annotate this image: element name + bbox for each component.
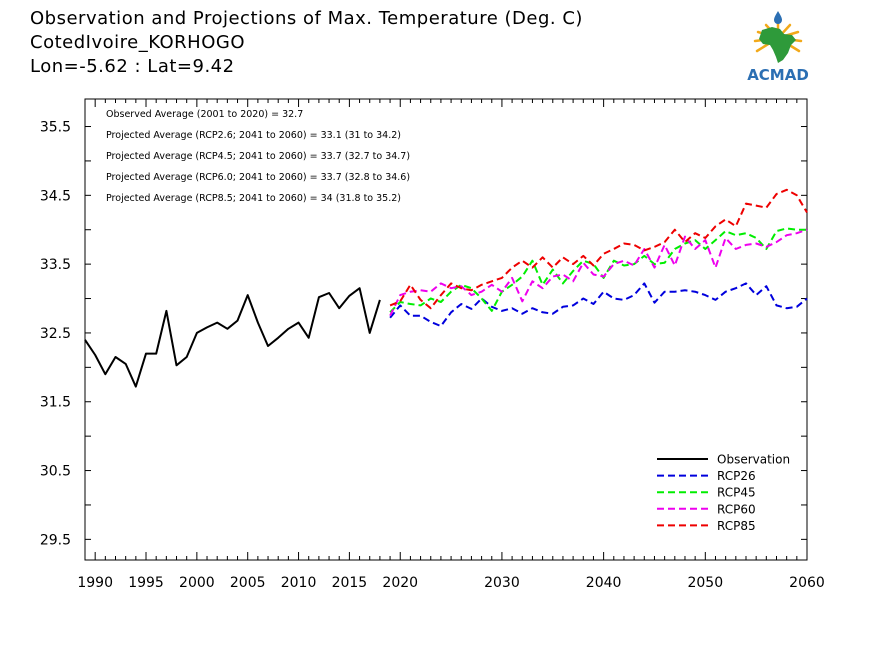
series-line-rcp45: [389, 227, 807, 314]
station-coordinates: Lon=-5.62 : Lat=9.42: [30, 56, 235, 77]
x-tick-label: 1995: [128, 575, 164, 591]
plot-frame: [84, 98, 808, 561]
legend-label-rcp26: RCP26: [717, 469, 756, 483]
y-tick-label: 32.5: [40, 326, 71, 342]
chart-title: Observation and Projections of Max. Temp…: [30, 8, 583, 29]
annotation-line: Projected Average (RCP6.0; 2041 to 2060)…: [106, 172, 410, 183]
annotations: Observed Average (2001 to 2020) = 32.7 Pr…: [106, 109, 410, 204]
legend-label-observation: Observation: [717, 453, 790, 467]
y-tick-label: 34.5: [40, 188, 71, 204]
x-tick-label: 2040: [586, 575, 622, 591]
x-tick-label: 2020: [382, 575, 418, 591]
legend-label-rcp60: RCP60: [717, 502, 756, 516]
x-tick-label: 2015: [332, 575, 368, 591]
y-tick-label: 29.5: [40, 532, 71, 548]
logo-text: ACMAD: [747, 66, 809, 84]
x-tick-label: 2050: [687, 575, 723, 591]
annotation-line: Projected Average (RCP4.5; 2041 to 2060)…: [106, 151, 410, 162]
x-tick-label: 2030: [484, 575, 520, 591]
x-tick-label: 1990: [77, 575, 113, 591]
x-tick-label: 2005: [230, 575, 266, 591]
y-tick-label: 31.5: [40, 395, 71, 411]
series-line-rcp85: [389, 188, 808, 310]
series-line-rcp60: [389, 228, 808, 317]
y-tick-label: 30.5: [40, 464, 71, 480]
annotation-line: Projected Average (RCP2.6; 2041 to 2060)…: [106, 130, 401, 141]
legend-label-rcp45: RCP45: [717, 486, 756, 500]
y-tick-label: 35.5: [40, 120, 71, 136]
x-tick-label: 2060: [789, 575, 825, 591]
series-line-rcp26: [389, 282, 808, 328]
annotation-line: Observed Average (2001 to 2020) = 32.7: [106, 109, 303, 120]
series-layer: [84, 188, 808, 388]
x-axis: 1990 1995 2000 2005 2010 2015 2020 2030 2040 2050…: [77, 99, 825, 591]
series-line-observation: [84, 287, 381, 388]
plot-border: [84, 98, 808, 561]
y-axis: 29.5 30.5 31.5 32.5 33.5 34.5 35.5: [40, 120, 807, 548]
x-tick-label: 2010: [281, 575, 317, 591]
water-drop-icon: [774, 11, 782, 24]
legend: Observation RCP26 RCP45 RCP60 RCP85: [657, 453, 790, 533]
annotation-line: Projected Average (RCP8.5; 2041 to 2060)…: [106, 193, 401, 204]
y-tick-label: 33.5: [40, 257, 71, 273]
station-name: CotedIvoire_KORHOGO: [30, 32, 246, 53]
legend-label-rcp85: RCP85: [717, 519, 756, 533]
africa-map-icon: [759, 27, 796, 63]
x-tick-label: 2000: [179, 575, 215, 591]
acmad-logo: ACMAD: [747, 11, 809, 84]
